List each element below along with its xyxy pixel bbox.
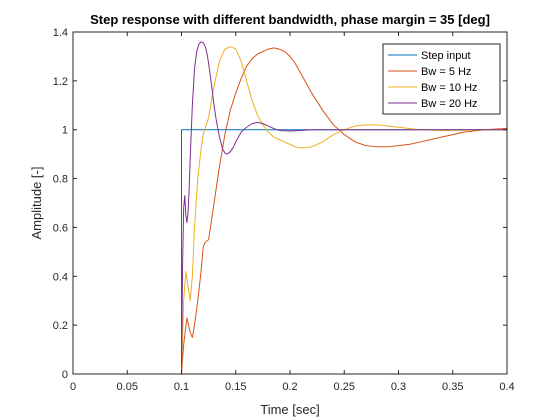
y-tick-label: 1 — [62, 125, 68, 137]
y-tick-label: 0.6 — [53, 222, 68, 234]
series-line-2 — [72, 47, 508, 375]
legend-entry-1: Step input — [421, 50, 471, 62]
x-tick-label: 0.15 — [225, 381, 246, 393]
x-tick-label: 0.05 — [117, 381, 138, 393]
x-tick-label: 0 — [70, 381, 76, 393]
legend-entry-3: Bw = 10 Hz — [421, 82, 478, 94]
x-tick-label: 0.3 — [391, 381, 406, 393]
chart-title: Step response with different bandwidth, … — [90, 12, 490, 27]
y-tick-label: 0 — [62, 369, 68, 381]
legend-entry-2: Bw = 5 Hz — [421, 66, 471, 78]
legend-box — [382, 43, 501, 115]
x-axis-label: Time [sec] — [260, 402, 319, 417]
axis-ticks: 0 0.05 0.1 0.15 0.2 0.25 0.3 0.35 0.4 0 0.2 0.4 0.6 0… — [53, 27, 515, 393]
y-tick-label: 1.4 — [53, 27, 68, 39]
y-tick-label: 0.8 — [53, 174, 68, 186]
series-line-4 — [72, 41, 508, 375]
y-axis-label: Amplitude [-] — [29, 167, 44, 240]
legend-entry-4: Bw = 20 Hz — [421, 98, 478, 110]
y-tick-label: 1.2 — [53, 76, 68, 88]
x-tick-label: 0.4 — [499, 381, 514, 393]
y-tick-label: 0.4 — [53, 271, 68, 283]
x-tick-label: 0.25 — [334, 381, 355, 393]
x-tick-label: 0.1 — [174, 381, 189, 393]
legend: Step input Bw = 5 Hz Bw = 10 Hz Bw = 20 Hz — [382, 43, 501, 115]
x-tick-label: 0.35 — [442, 381, 463, 393]
x-tick-label: 0.2 — [282, 381, 297, 393]
series-line-3 — [72, 46, 508, 375]
y-tick-label: 0.2 — [53, 320, 68, 332]
